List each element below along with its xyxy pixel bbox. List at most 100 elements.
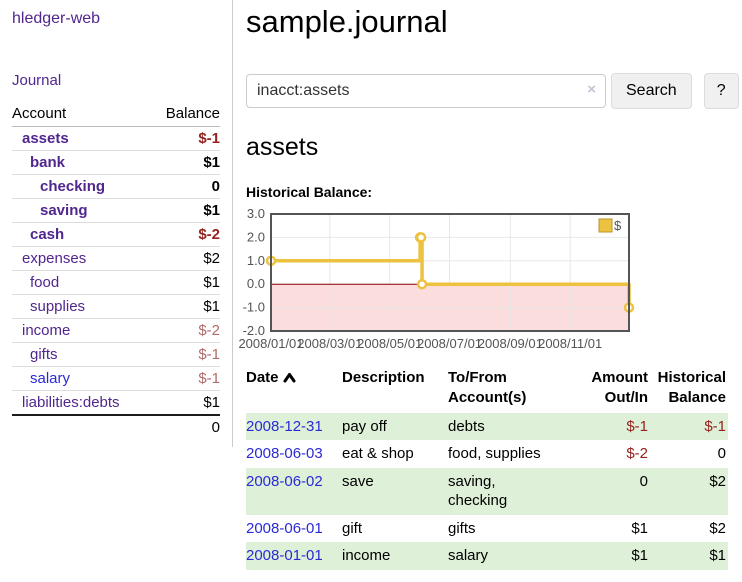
transaction-description: income	[342, 547, 391, 564]
legend-swatch	[598, 218, 613, 233]
account-balance: $1	[150, 294, 220, 319]
transaction-row: 2008-12-31 pay off debts $-1 $-1	[246, 412, 728, 441]
transaction-date-cell: 2008-06-02	[246, 468, 342, 515]
account-row: assets $-1	[12, 126, 220, 151]
transaction-date-link[interactable]: 2008-06-01	[246, 519, 323, 537]
account-link-assets[interactable]: assets	[22, 130, 69, 147]
account-link-supplies[interactable]: supplies	[30, 298, 86, 315]
accounts-table: Account Balance assets $-1 bank $1 checking 0…	[12, 102, 220, 439]
transaction-description: eat & shop	[342, 445, 414, 462]
accounts-total-value: 0	[150, 414, 220, 439]
account-balance: $2	[150, 246, 220, 271]
transaction-amount: 0	[639, 472, 648, 490]
search-input[interactable]	[246, 74, 606, 108]
account-row: gifts $-1	[12, 342, 220, 367]
x-axis-tick-label: 2008/11/01	[538, 336, 602, 351]
transaction-balance: $2	[709, 472, 726, 490]
transaction-amount: $-1	[626, 417, 648, 435]
transaction-date-cell: 2008-01-01	[246, 542, 342, 570]
register-col-amount-out-in: Amount Out/In	[591, 369, 648, 407]
transaction-row: 2008-06-02 save saving, checking 0 $2	[246, 467, 728, 515]
x-axis-tick-label: 2008/03/01	[297, 336, 362, 351]
y-axis-tick-label: 0.0	[247, 276, 265, 291]
transaction-accounts: debts	[448, 417, 485, 435]
chart-heading: Historical Balance:	[246, 184, 373, 200]
transaction-balance: 0	[717, 445, 726, 462]
transaction-accounts: saving, checking	[448, 472, 508, 510]
account-page-title: assets	[246, 133, 319, 161]
transaction-amount: $1	[631, 547, 648, 564]
account-link-income[interactable]: income	[22, 322, 71, 339]
transaction-description: pay off	[342, 417, 387, 435]
account-row: expenses $2	[12, 246, 220, 271]
search-button[interactable]: Search	[611, 73, 692, 109]
account-link-liabilities-debts[interactable]: liabilities:debts	[22, 394, 120, 411]
register-table: Date Description To/From Account(s) Amount Ou…	[246, 366, 728, 570]
account-row: bank $1	[12, 150, 220, 175]
transaction-balance: $1	[709, 547, 726, 564]
account-link-gifts[interactable]: gifts	[30, 346, 58, 363]
y-axis-tick-label: 2.0	[247, 229, 265, 244]
register-col-description: Description	[342, 369, 425, 386]
transaction-date-link[interactable]: 2008-06-02	[246, 472, 323, 490]
legend-label: $	[614, 218, 622, 233]
account-link-checking[interactable]: checking	[40, 178, 106, 195]
accounts-total-row: 0	[12, 414, 220, 439]
account-balance: $-1	[150, 366, 220, 391]
transaction-description: save	[342, 472, 374, 490]
sidebar-item-journal[interactable]: Journal	[12, 72, 62, 89]
transaction-date-link[interactable]: 2008-01-01	[246, 547, 323, 564]
transaction-accounts: salary	[448, 547, 489, 564]
plot-border	[270, 213, 630, 332]
account-balance: $1	[203, 394, 220, 411]
app-title-link[interactable]: hledger-web	[12, 10, 101, 27]
transaction-date-cell: 2008-06-03	[246, 440, 342, 468]
search-box: ×	[246, 74, 606, 108]
transaction-row: 2008-06-01 gift gifts $1 $2	[246, 515, 728, 543]
transaction-date-cell: 2008-12-31	[246, 413, 342, 441]
accounts-col-account: Account	[12, 102, 151, 127]
accounts-col-balance: Balance	[150, 102, 220, 127]
y-axis-tick-label: -1.0	[243, 300, 265, 315]
y-axis-tick-label: 1.0	[247, 253, 265, 268]
data-point-marker	[416, 278, 428, 290]
search-row: × Search ?	[246, 73, 739, 109]
accounts-header-row: Account Balance	[12, 102, 220, 127]
account-row: liabilities:debts $1	[12, 391, 220, 416]
account-row: food $1	[12, 270, 220, 295]
account-link-cash[interactable]: cash	[30, 226, 65, 243]
account-balance: $-2	[150, 318, 220, 343]
transaction-amount: $1	[631, 519, 648, 537]
account-row: salary $-1	[12, 366, 220, 391]
historical-balance-chart: $3.0 2.0 1.0 0.0 -1.0 -2.02008/01/012008/03/0…	[238, 206, 635, 351]
chart-container: $3.0 2.0 1.0 0.0 -1.0 -2.0 2008/01/01 2008/03/0…	[234, 206, 732, 354]
account-link-saving[interactable]: saving	[40, 202, 88, 219]
account-balance: $1	[150, 198, 220, 223]
transaction-date-link[interactable]: 2008-12-31	[246, 417, 323, 435]
account-link-food[interactable]: food	[30, 274, 60, 291]
transaction-row: 2008-06-03 eat & shop food, supplies $-2 0	[246, 440, 728, 468]
transaction-balance: $2	[709, 519, 726, 537]
clear-search-icon[interactable]: ×	[587, 81, 596, 98]
transaction-balance: $-1	[704, 417, 726, 435]
main-content: sample.journal × Search ? assets Histori…	[233, 0, 742, 570]
account-link-salary[interactable]: salary	[30, 370, 71, 387]
transaction-date-link[interactable]: 2008-06-03	[246, 445, 323, 462]
sort-ascending-icon	[283, 373, 296, 383]
register-col-historical-balance: Historical Balance	[657, 369, 726, 407]
account-link-expenses[interactable]: expenses	[22, 250, 87, 267]
transaction-amount: $-2	[626, 445, 648, 462]
app-layout: hledger-web Journal Account Balance asse…	[12, 0, 742, 570]
account-link-bank[interactable]: bank	[30, 154, 66, 171]
x-axis-tick-label: 2008/09/01	[478, 336, 543, 351]
transaction-date-cell: 2008-06-01	[246, 515, 342, 543]
transaction-accounts: gifts	[448, 519, 476, 537]
transaction-description: gift	[342, 519, 363, 537]
transaction-row: 2008-01-01 income salary $1 $1	[246, 542, 728, 570]
account-balance: $-1	[150, 342, 220, 367]
register-col-date[interactable]: Date	[246, 366, 342, 413]
y-axis-tick-label: -2.0	[243, 323, 265, 338]
help-button[interactable]: ?	[703, 73, 739, 109]
register-table-body: 2008-12-31 pay off debts $-1 $-1 2008-06-03 ea…	[246, 412, 728, 570]
data-point-marker	[415, 232, 427, 243]
